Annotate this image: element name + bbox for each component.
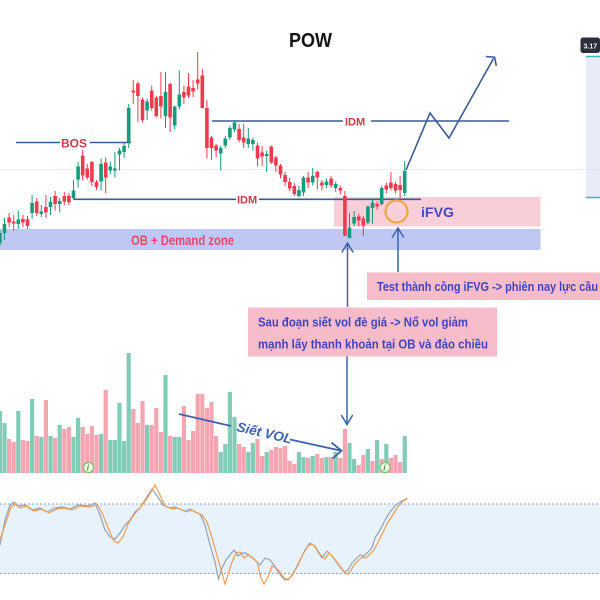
svg-text:IDM: IDM bbox=[237, 195, 257, 207]
svg-text:i: i bbox=[87, 464, 90, 473]
svg-text:Sau đoạn siết vol đè giá -> Nổ: Sau đoạn siết vol đè giá -> Nổ vol giảm bbox=[258, 315, 468, 330]
svg-text:OB + Demand zone: OB + Demand zone bbox=[131, 233, 234, 248]
svg-text:3.17: 3.17 bbox=[584, 44, 598, 51]
svg-text:i: i bbox=[383, 464, 386, 473]
svg-text:mạnh lấy thanh khoản tại OB và: mạnh lấy thanh khoản tại OB và đảo chiều bbox=[258, 337, 488, 352]
svg-text:BOS: BOS bbox=[61, 137, 87, 151]
svg-text:IDM: IDM bbox=[345, 117, 365, 129]
svg-text:iFVG: iFVG bbox=[421, 204, 454, 220]
svg-text:Test thành công iFVG -> phiên: Test thành công iFVG -> phiên nay lực cầ… bbox=[377, 279, 598, 294]
svg-text:POW: POW bbox=[289, 29, 333, 52]
